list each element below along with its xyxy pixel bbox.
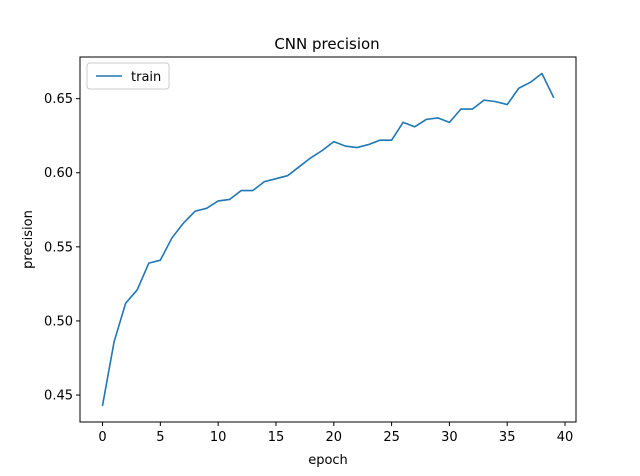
- y-tick-label: 0.65: [44, 92, 73, 107]
- y-tick-label: 0.55: [44, 240, 73, 255]
- y-tick-label: 0.50: [44, 314, 73, 329]
- x-tick-label: 40: [557, 430, 574, 445]
- x-tick-label: 25: [383, 430, 400, 445]
- x-tick-label: 5: [156, 430, 164, 445]
- x-axis-label: epoch: [308, 453, 348, 468]
- y-axis-label: precision: [21, 210, 36, 269]
- legend: train: [86, 62, 170, 90]
- chart-title: CNN precision: [274, 35, 379, 53]
- x-tick-label: 30: [441, 430, 458, 445]
- x-tick-label: 35: [499, 430, 516, 445]
- legend-label-train: train: [131, 70, 161, 85]
- legend-box: [86, 62, 170, 90]
- x-tick-label: 15: [268, 430, 285, 445]
- y-tick-label: 0.60: [44, 166, 73, 181]
- x-axis: 0 5 10 15 20 25 30 35 40: [98, 422, 573, 445]
- series-line-train: [101, 72, 555, 407]
- y-axis: 0.45 0.50 0.55 0.60 0.65: [44, 92, 80, 404]
- x-tick-label: 20: [326, 430, 343, 445]
- x-tick-label: 10: [210, 430, 227, 445]
- axes-frame: [79, 56, 577, 423]
- plot-area: [101, 72, 555, 407]
- y-tick-label: 0.45: [44, 389, 73, 404]
- x-tick-label: 0: [98, 430, 106, 445]
